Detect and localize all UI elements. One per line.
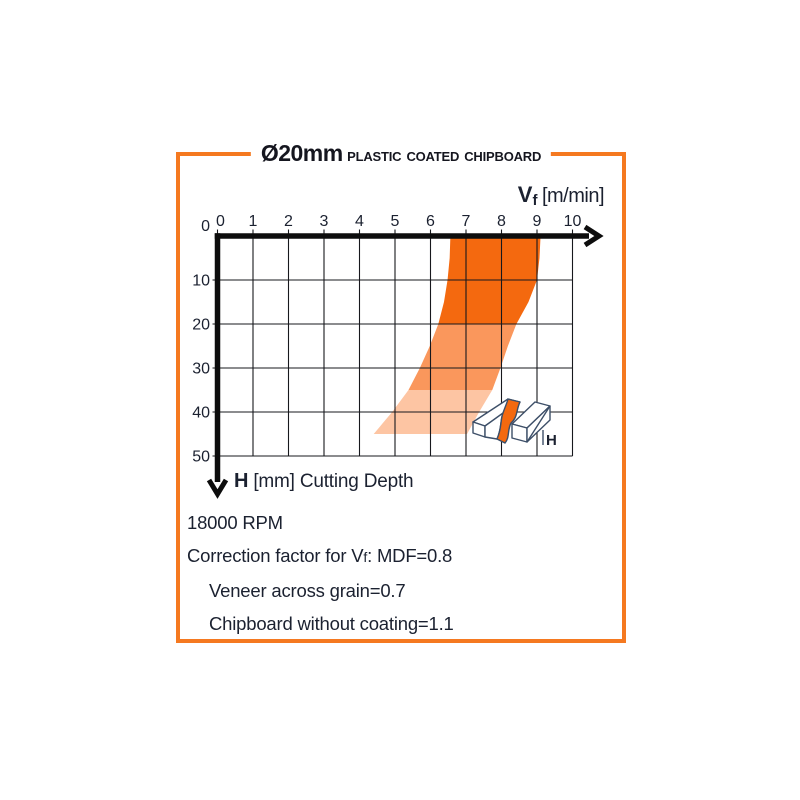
y-tick-label: 10 (192, 273, 210, 290)
y-axis-label-rest: [mm] Cutting Depth (253, 471, 414, 492)
correction-rest: : MDF=0.8 (367, 545, 453, 566)
y-tick-label: 0 (201, 218, 210, 235)
x-axis-label-v: V (517, 182, 533, 207)
correction-sub: f (363, 549, 368, 565)
chipboard-note: Chipboard without coating=1.1 (209, 613, 454, 634)
front-face-diagonal (526, 405, 551, 443)
x-tick-label: 3 (320, 213, 329, 230)
x-axis-label: Vf [m/min] (380, 182, 605, 209)
x-tick-label: 4 (355, 213, 364, 230)
axes (206, 224, 604, 499)
x-tick-label: 6 (426, 213, 435, 230)
correction-factor-note: Correction factor for Vf: MDF=0.8 (187, 539, 454, 574)
y-tick-label: 50 (192, 449, 210, 466)
x-tick-label: 5 (391, 213, 400, 230)
y-axis-label-h: H (234, 470, 249, 492)
feed-band-zone (408, 324, 517, 390)
cutting-depth-icon: H (464, 388, 581, 462)
x-tick-label: 10 (564, 213, 582, 230)
chipboard-blocks-icon: H (472, 398, 557, 449)
y-tick-label: 20 (192, 317, 210, 334)
material-name: Plastic Coated Chipboard (347, 145, 542, 166)
x-tick-label: 7 (462, 213, 471, 230)
tick-labels: 0 1 2 3 4 5 6 7 8 9 10 0 10 20 30 40 50 (192, 213, 581, 466)
x-axis-label-units: [m/min] (541, 185, 605, 207)
height-label: H (546, 432, 557, 449)
y-tick-label: 40 (192, 405, 210, 422)
x-tick-label: 2 (284, 213, 293, 230)
x-tick-label: 9 (533, 213, 542, 230)
x-tick-label: 0 (216, 213, 225, 230)
x-axis-label-sub: f (532, 192, 538, 209)
tool-diameter: Ø20mm (260, 140, 343, 166)
veneer-note: Veneer across grain=0.7 (209, 580, 406, 601)
frame-title: Ø20mm Plastic Coated Chipboard (250, 140, 552, 170)
y-axis-label: H [mm] Cutting Depth (234, 470, 414, 493)
cut-face (496, 398, 521, 444)
notes-block: 18000 RPM Correction factor for Vf: MDF=… (187, 506, 454, 640)
spec-frame: Ø20mm Plastic Coated Chipboard Vf [m/min… (176, 140, 626, 643)
y-tick-label: 30 (192, 361, 210, 378)
feed-rate-chart: 0 1 2 3 4 5 6 7 8 9 10 0 10 20 30 40 50 (192, 213, 604, 499)
correction-intro: Correction factor for V (187, 545, 364, 566)
right-block-end-face (511, 423, 528, 443)
rpm-note: 18000 RPM (187, 512, 283, 533)
x-tick-label: 8 (497, 213, 506, 230)
x-tick-label: 1 (249, 213, 258, 230)
